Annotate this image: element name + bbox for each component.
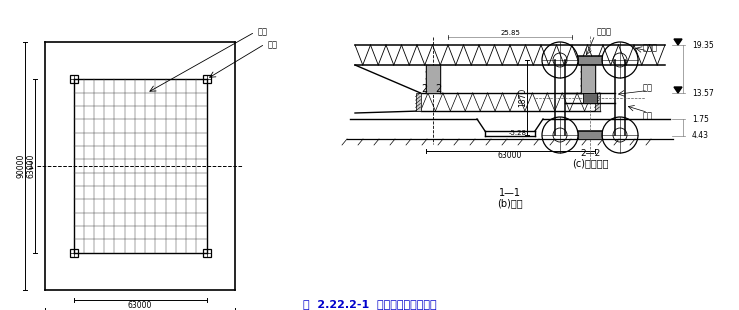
Bar <box>578 131 602 139</box>
Text: 1: 1 <box>28 161 34 171</box>
Bar <box>578 56 602 64</box>
Bar <box>202 249 211 257</box>
Bar <box>594 93 599 111</box>
Bar <box>581 65 594 93</box>
Text: 缆条: 缆条 <box>643 83 653 92</box>
Text: 1—1: 1—1 <box>499 188 521 198</box>
Text: 牛腿: 牛腿 <box>643 111 653 120</box>
Text: 1.75: 1.75 <box>692 114 709 123</box>
Text: 图  2.22.2-1  四支点网架整体顶升: 图 2.22.2-1 四支点网架整体顶升 <box>303 299 437 309</box>
Text: 网架: 网架 <box>258 28 268 37</box>
Text: 2: 2 <box>421 84 428 94</box>
Text: 90000: 90000 <box>16 154 26 178</box>
Bar <box>69 75 78 83</box>
Bar <box>69 249 78 257</box>
Text: 2: 2 <box>435 84 442 94</box>
Text: 1870: 1870 <box>519 88 528 107</box>
Text: 63000: 63000 <box>498 152 522 161</box>
Bar <box>426 65 440 93</box>
Polygon shape <box>674 39 682 45</box>
Text: 63000: 63000 <box>27 154 35 178</box>
Text: -5.28: -5.28 <box>509 130 527 136</box>
Text: 2—2: 2—2 <box>580 148 600 157</box>
Text: 钢柱脚: 钢柱脚 <box>643 43 658 52</box>
Text: (c)牛腿设置: (c)牛腿设置 <box>572 158 608 168</box>
Text: 25.85: 25.85 <box>500 30 520 36</box>
Text: 柱子: 柱子 <box>268 41 278 50</box>
Text: 4.43: 4.43 <box>692 131 709 140</box>
Text: (b)剖面: (b)剖面 <box>497 198 522 208</box>
Bar <box>415 93 420 111</box>
Text: 导轨板: 导轨板 <box>597 28 612 37</box>
Text: 13.57: 13.57 <box>692 88 714 98</box>
Polygon shape <box>674 87 682 93</box>
Text: 63000: 63000 <box>128 300 152 309</box>
Bar <box>583 92 597 103</box>
Text: 19.35: 19.35 <box>692 41 714 50</box>
Bar <box>202 75 211 83</box>
